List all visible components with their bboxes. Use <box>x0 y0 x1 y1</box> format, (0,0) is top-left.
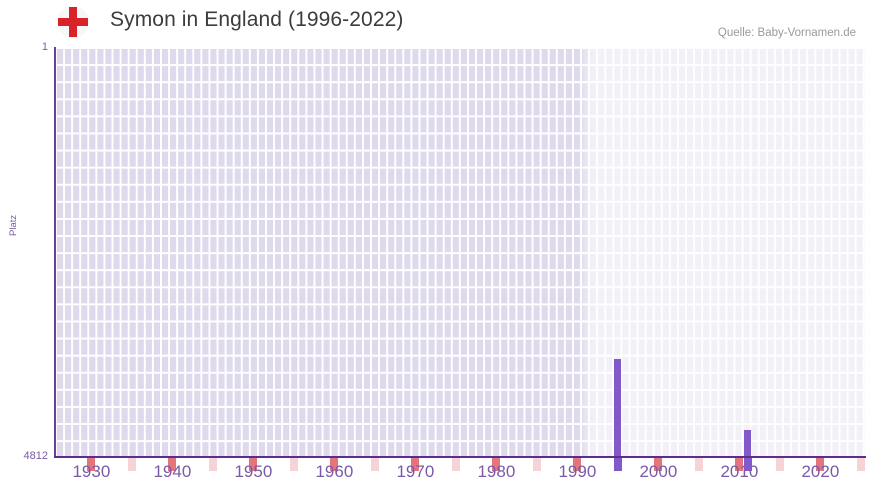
decade-mark-2000 <box>654 458 663 471</box>
decade-mark-1980 <box>492 458 501 471</box>
y-axis-tick-bottom: 4812 <box>23 450 48 462</box>
x-axis-tick-2010: 2010 <box>720 462 759 481</box>
decade-mark-1985 <box>532 458 541 471</box>
decade-mark-2005 <box>694 458 703 471</box>
decade-marker-strip <box>55 458 865 471</box>
x-axis-tick-2000: 2000 <box>639 462 678 481</box>
plot-canvas <box>55 47 865 457</box>
decade-mark-1990 <box>573 458 582 471</box>
decade-mark-2020 <box>816 458 825 471</box>
decade-mark-1940 <box>168 458 177 471</box>
coverage-fade-overlay <box>55 47 865 457</box>
decade-mark-1955 <box>289 458 298 471</box>
x-axis-tick-2020: 2020 <box>801 462 840 481</box>
x-axis-tick-1950: 1950 <box>234 462 273 481</box>
decade-mark-2010 <box>735 458 744 471</box>
x-axis-tick-1930: 1930 <box>72 462 111 481</box>
bar-marker-1995 <box>613 458 622 471</box>
england-flag-icon <box>57 6 89 38</box>
x-axis-tick-1960: 1960 <box>315 462 354 481</box>
x-axis-tick-1980: 1980 <box>477 462 516 481</box>
x-axis-tick-1970: 1970 <box>396 462 435 481</box>
x-axis-tick-1990: 1990 <box>558 462 597 481</box>
decade-mark-2025 <box>856 458 865 471</box>
source-credit: Quelle: Baby-Vornamen.de <box>717 27 856 39</box>
decade-mark-1945 <box>208 458 217 471</box>
decade-mark-1960 <box>330 458 339 471</box>
decade-mark-1975 <box>451 458 460 471</box>
page-title: Symon in England (1996-2022) <box>110 8 404 31</box>
x-axis-line <box>54 456 866 458</box>
x-axis-tick-1940: 1940 <box>153 462 192 481</box>
decade-mark-1965 <box>370 458 379 471</box>
decade-mark-1930 <box>87 458 96 471</box>
chart-header: Symon in England (1996-2022) Quelle: Bab… <box>0 0 873 44</box>
y-axis-title: Platz <box>8 214 19 236</box>
decade-mark-2015 <box>775 458 784 471</box>
bar-2011[interactable] <box>744 429 751 457</box>
bar-marker-2011 <box>743 458 752 471</box>
decade-mark-1935 <box>127 458 136 471</box>
y-axis-line <box>54 47 56 458</box>
y-axis-tick-top: 1 <box>41 41 48 53</box>
flag-horizontal-bar <box>58 18 88 26</box>
bar-1995[interactable] <box>614 358 622 457</box>
decade-mark-1970 <box>411 458 420 471</box>
decade-mark-1950 <box>249 458 258 471</box>
